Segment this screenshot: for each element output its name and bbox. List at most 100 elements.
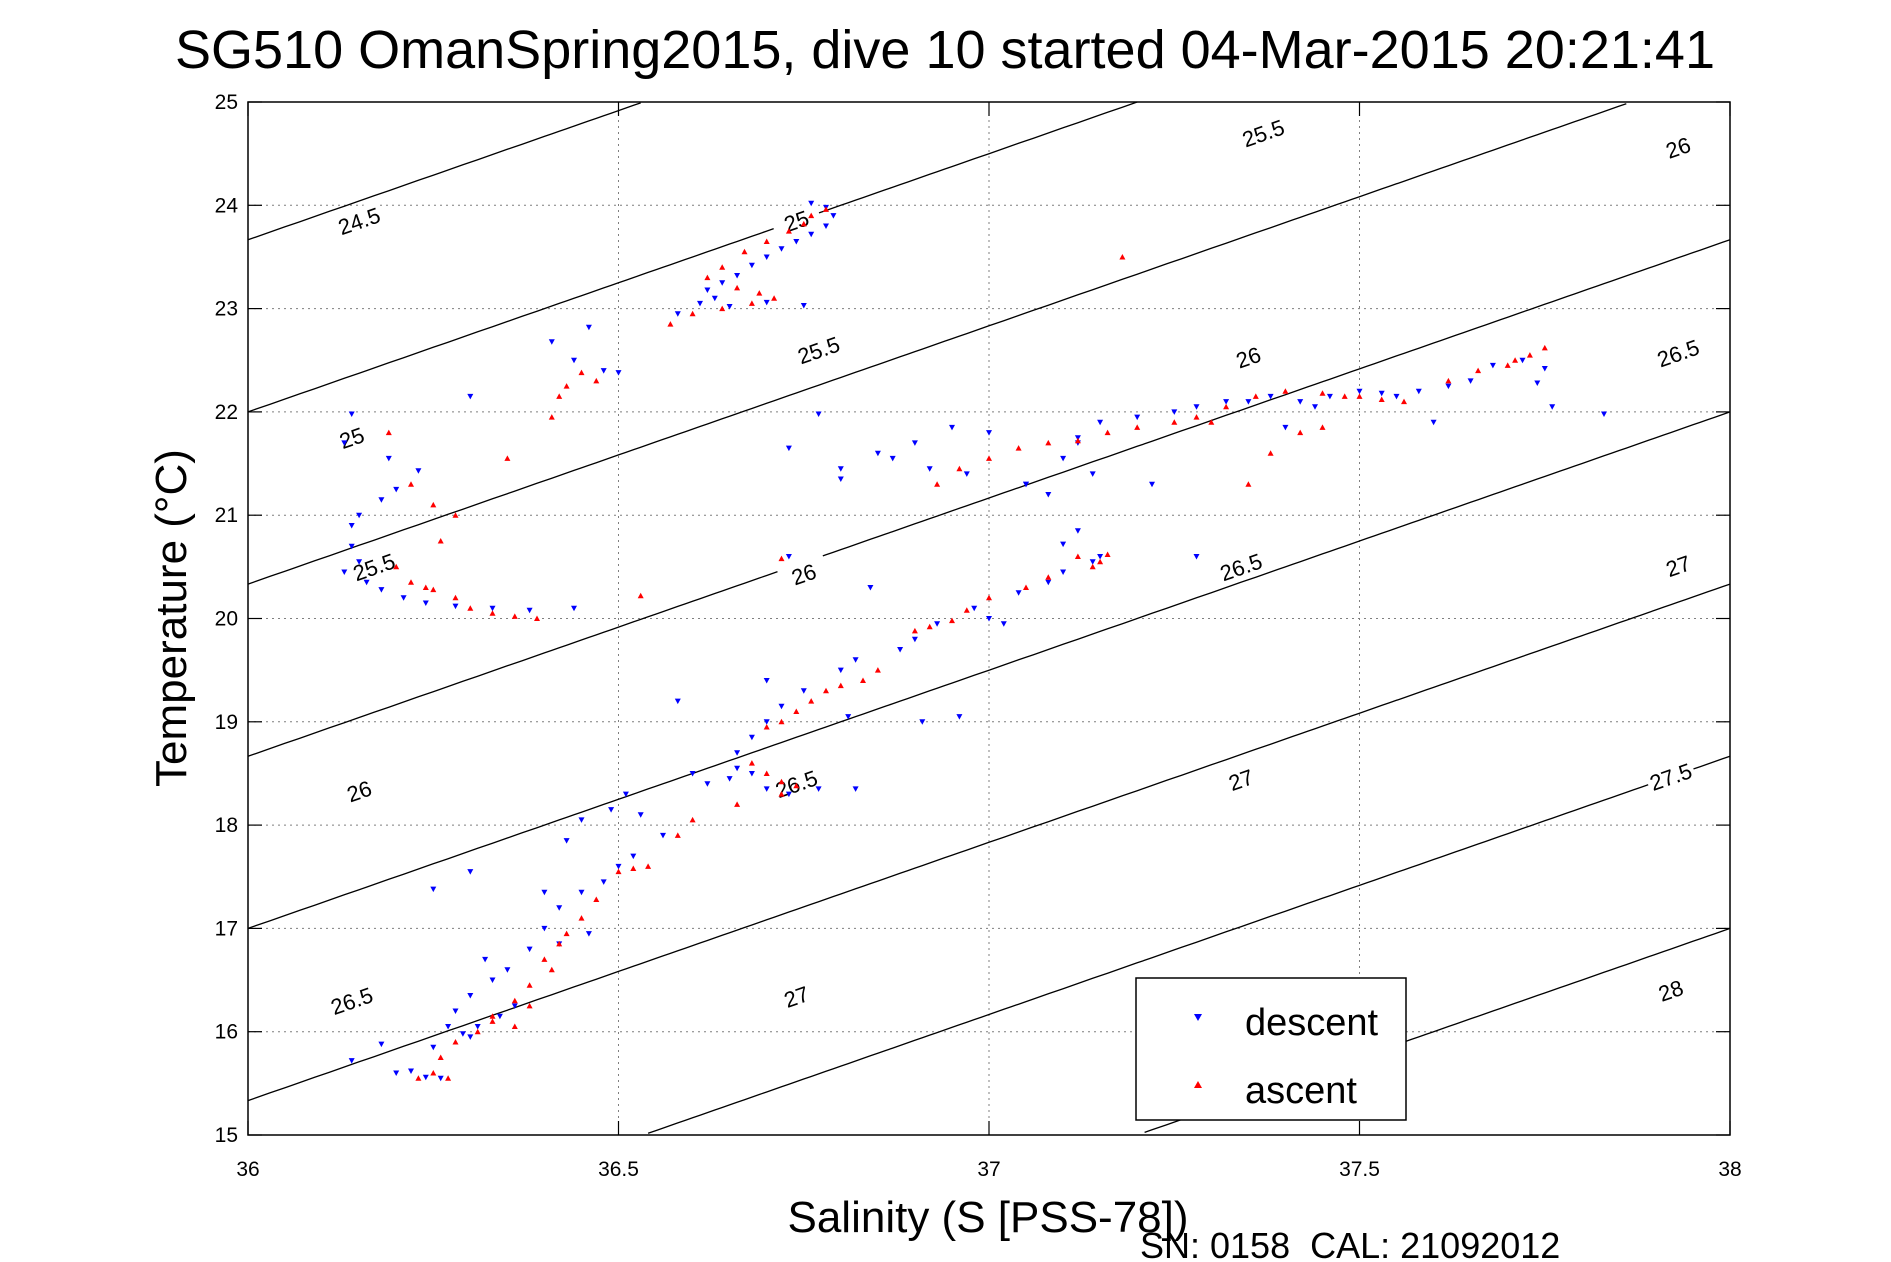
descent-point bbox=[837, 476, 844, 482]
ascent-point bbox=[430, 586, 437, 593]
legend-box bbox=[1135, 977, 1407, 1121]
descent-point bbox=[689, 771, 696, 777]
isopycnal-label-bg bbox=[769, 976, 824, 1017]
ascent-point bbox=[1475, 367, 1482, 374]
ascent-point bbox=[926, 623, 933, 630]
y-tick-label: 19 bbox=[215, 711, 238, 734]
isopycnal-label-bg bbox=[324, 980, 379, 1021]
ascent-point bbox=[1512, 357, 1519, 363]
ascent-point bbox=[1193, 414, 1200, 420]
descent-point bbox=[1193, 404, 1200, 410]
descent-point bbox=[1060, 455, 1067, 462]
ascent-point bbox=[1319, 390, 1326, 396]
ascent-point bbox=[645, 863, 652, 869]
ascent-point bbox=[808, 698, 815, 704]
descent-point bbox=[1097, 419, 1104, 426]
ascent-point bbox=[637, 592, 644, 599]
ascent-point bbox=[1089, 563, 1096, 570]
ascent-point bbox=[949, 617, 955, 624]
ascent-point bbox=[963, 607, 970, 613]
x-axis-label: Salinity (S [PSS-78]) bbox=[787, 1193, 1188, 1242]
ascent-point bbox=[785, 228, 792, 234]
ascent-point bbox=[489, 610, 496, 616]
ascent-point bbox=[511, 613, 518, 619]
isopycnal-label-bg bbox=[776, 553, 831, 595]
descent-point bbox=[489, 977, 496, 983]
descent-point bbox=[467, 1034, 474, 1040]
ascent-point bbox=[593, 896, 600, 902]
descent-point bbox=[1015, 590, 1022, 596]
descent-point bbox=[378, 587, 385, 593]
descent-point bbox=[874, 450, 881, 457]
descent-point bbox=[504, 967, 511, 973]
x-tick-label: 36 bbox=[236, 1158, 259, 1181]
ascent-point bbox=[1445, 377, 1452, 384]
y-tick-label: 15 bbox=[215, 1124, 238, 1147]
y-tick-label: 24 bbox=[215, 194, 239, 217]
descent-point bbox=[763, 719, 770, 725]
descent-point bbox=[748, 262, 755, 269]
descent-point bbox=[489, 605, 496, 612]
ascent-point bbox=[763, 724, 770, 730]
ascent-point bbox=[808, 212, 815, 219]
ascent-point bbox=[593, 377, 600, 384]
descent-point bbox=[1134, 414, 1141, 421]
descent-point bbox=[778, 703, 785, 710]
descent-point bbox=[437, 1075, 444, 1082]
isopycnal-label-bg bbox=[1643, 756, 1698, 797]
x-tick-label: 37.5 bbox=[1339, 1158, 1380, 1181]
descent-point bbox=[734, 750, 741, 756]
ascent-point bbox=[704, 274, 711, 281]
x-tick-labels: 36 36.5 37 37.5 38 bbox=[236, 1158, 1741, 1181]
ascent-point bbox=[578, 369, 585, 376]
legend: descent ascent bbox=[1135, 977, 1407, 1121]
ascent-point bbox=[1401, 398, 1407, 405]
descent-point bbox=[571, 605, 577, 612]
ascent-point bbox=[615, 868, 622, 875]
descent-point bbox=[1045, 579, 1052, 586]
ascent-point bbox=[1245, 481, 1252, 487]
descent-point bbox=[578, 817, 585, 823]
descent-point bbox=[674, 698, 681, 705]
isopycnal-line bbox=[647, 755, 1731, 1134]
ascent-point bbox=[1341, 393, 1348, 399]
descent-point bbox=[1097, 554, 1104, 560]
descent-point bbox=[1549, 404, 1556, 410]
ascent-point bbox=[1526, 352, 1533, 358]
descent-point bbox=[1430, 419, 1437, 426]
footer-serial-calibration: SN: 0158 CAL: 21092012 bbox=[1140, 1225, 1560, 1262]
descent-point bbox=[734, 765, 741, 772]
ascent-point bbox=[674, 832, 681, 838]
ascent-point bbox=[556, 940, 563, 947]
ascent-point bbox=[445, 1075, 452, 1081]
ascent-point bbox=[511, 997, 518, 1004]
descent-point bbox=[837, 466, 844, 472]
descent-point bbox=[785, 445, 792, 452]
descent-point bbox=[608, 807, 615, 813]
descent-point bbox=[815, 786, 822, 792]
descent-point bbox=[393, 486, 400, 493]
descent-point bbox=[1297, 399, 1304, 405]
descent-point bbox=[452, 603, 459, 610]
descent-point bbox=[1223, 399, 1230, 405]
ascent-point bbox=[1074, 437, 1081, 444]
ascent-point bbox=[1104, 429, 1111, 436]
descent-point bbox=[1089, 471, 1096, 477]
descent-point bbox=[467, 993, 474, 999]
descent-point bbox=[363, 579, 370, 586]
descent-point bbox=[637, 812, 644, 818]
descent-point bbox=[622, 791, 629, 798]
ascent-point bbox=[741, 248, 748, 255]
ascent-point bbox=[452, 594, 459, 601]
descent-point bbox=[563, 838, 570, 844]
ascent-point bbox=[548, 966, 555, 973]
descent-point bbox=[1445, 383, 1452, 390]
descent-point bbox=[348, 523, 355, 529]
descent-point bbox=[482, 956, 489, 963]
descent-point bbox=[571, 357, 577, 364]
y-tick-label: 16 bbox=[215, 1021, 238, 1044]
descent-point bbox=[1074, 528, 1081, 534]
x-tick-label: 36.5 bbox=[598, 1158, 639, 1181]
descent-point bbox=[1149, 481, 1155, 488]
